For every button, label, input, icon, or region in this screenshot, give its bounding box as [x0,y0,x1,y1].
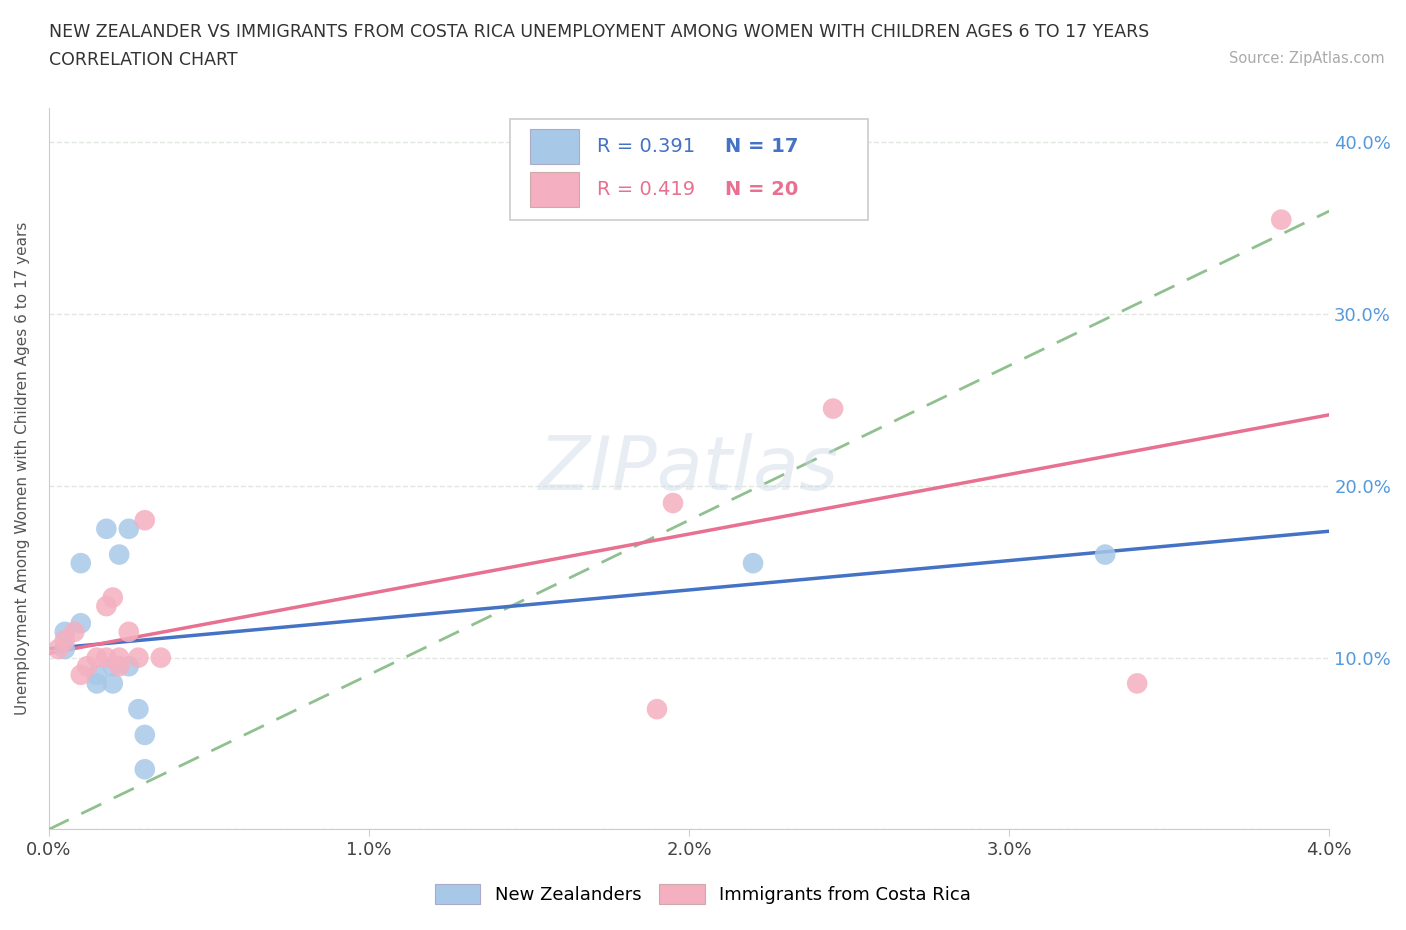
FancyBboxPatch shape [530,129,579,164]
Point [742,556,765,571]
Point [86,668,108,683]
Point [69,668,91,683]
Y-axis label: Unemployment Among Women with Children Ages 6 to 17 years: Unemployment Among Women with Children A… [15,222,30,715]
Point [48,642,70,657]
Point [134,727,156,742]
Point [1094,547,1116,562]
Point [645,702,668,717]
Point [96,650,118,665]
Point [108,650,131,665]
Point [1126,676,1149,691]
Point [823,401,845,416]
Text: Source: ZipAtlas.com: Source: ZipAtlas.com [1229,51,1385,66]
Point [101,676,124,691]
Point [86,650,108,665]
Text: R = 0.391: R = 0.391 [596,137,695,155]
Point [134,762,156,777]
Point [53,624,76,639]
Point [127,702,149,717]
Point [118,522,141,537]
Text: NEW ZEALANDER VS IMMIGRANTS FROM COSTA RICA UNEMPLOYMENT AMONG WOMEN WITH CHILDR: NEW ZEALANDER VS IMMIGRANTS FROM COSTA R… [49,23,1150,41]
Point [108,547,131,562]
Point [96,599,118,614]
Point [96,522,118,537]
Point [118,624,141,639]
Point [76,658,98,673]
Legend: New Zealanders, Immigrants from Costa Rica: New Zealanders, Immigrants from Costa Ri… [427,876,979,911]
Text: N = 20: N = 20 [725,180,799,199]
Text: R = 0.419: R = 0.419 [596,180,695,199]
Point [69,616,91,631]
FancyBboxPatch shape [510,119,869,219]
Text: N = 17: N = 17 [725,137,799,155]
Point [127,650,149,665]
Point [101,590,124,604]
Point [53,642,76,657]
Point [101,658,124,673]
Point [149,650,172,665]
Text: ZIPatlas: ZIPatlas [538,432,839,505]
Point [69,556,91,571]
Point [118,658,141,673]
FancyBboxPatch shape [530,172,579,206]
Point [134,512,156,527]
Point [1270,212,1292,227]
Text: CORRELATION CHART: CORRELATION CHART [49,51,238,69]
Point [662,496,685,511]
Point [86,676,108,691]
Point [63,624,86,639]
Point [53,633,76,648]
Point [108,658,131,673]
